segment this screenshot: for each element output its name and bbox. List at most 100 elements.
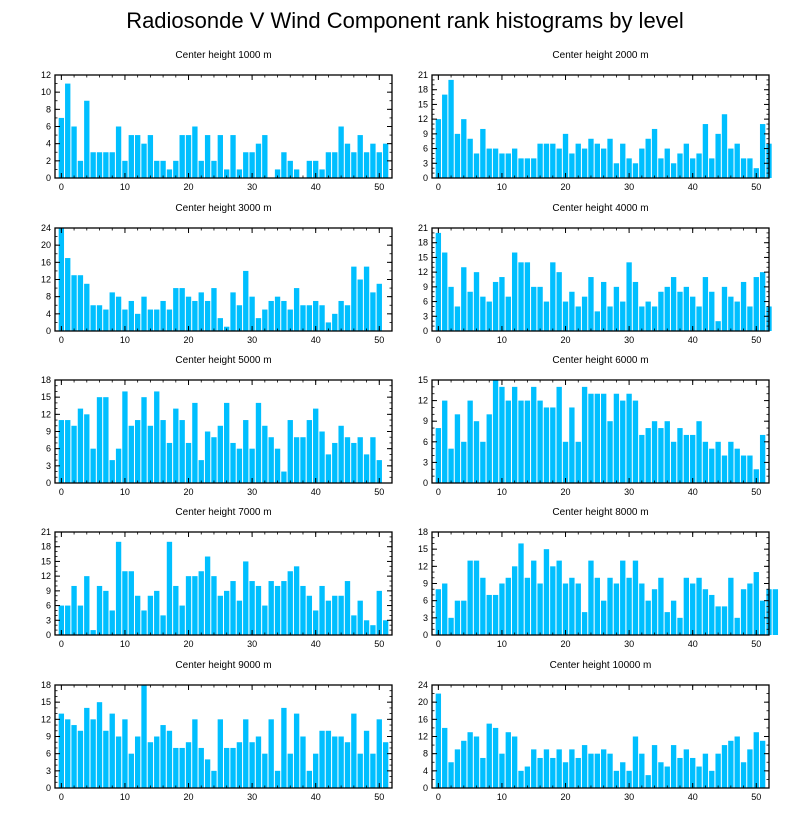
- y-tick-label: 18: [41, 542, 51, 552]
- panel-title: Center height 7000 m: [175, 507, 271, 518]
- bar: [575, 306, 581, 331]
- bar: [467, 400, 473, 483]
- bar: [281, 152, 287, 178]
- bar: [753, 277, 759, 331]
- bar: [664, 612, 670, 635]
- bar: [230, 135, 236, 178]
- bar: [715, 133, 721, 178]
- bar: [505, 732, 511, 788]
- bar: [442, 400, 448, 483]
- bar: [442, 252, 448, 331]
- bar: [537, 400, 543, 483]
- bar: [651, 128, 658, 178]
- bar: [77, 160, 84, 178]
- panel-title: Center height 1000 m: [175, 50, 271, 61]
- bar: [435, 119, 442, 178]
- bar: [84, 576, 90, 635]
- bar: [332, 595, 338, 635]
- bar: [620, 560, 626, 635]
- bar: [382, 620, 389, 635]
- x-tick-label: 40: [311, 792, 321, 802]
- bar: [300, 305, 306, 331]
- bar: [709, 158, 715, 178]
- bar: [632, 163, 639, 178]
- bar: [204, 431, 211, 483]
- bar: [543, 301, 550, 331]
- bar: [376, 152, 382, 178]
- bar: [84, 283, 90, 331]
- x-tick-label: 20: [561, 487, 571, 497]
- y-tick-label: 16: [41, 257, 51, 267]
- bar: [287, 309, 293, 331]
- bar: [115, 448, 122, 483]
- y-tick-label: 15: [41, 697, 51, 707]
- bar: [115, 296, 122, 331]
- bar: [690, 583, 696, 635]
- bar: [96, 585, 103, 635]
- bar: [601, 281, 607, 331]
- bar: [90, 152, 96, 178]
- bar: [709, 291, 715, 331]
- bar: [537, 286, 543, 331]
- y-tick-label: 6: [46, 122, 51, 132]
- bar: [537, 143, 543, 178]
- bar: [332, 442, 338, 483]
- bar: [71, 275, 77, 331]
- bar: [620, 143, 626, 178]
- bar: [537, 583, 543, 635]
- bar: [562, 133, 569, 178]
- y-tick-label: 3: [423, 613, 428, 623]
- bar: [473, 272, 480, 331]
- bar: [115, 736, 122, 788]
- bar: [448, 617, 454, 635]
- x-tick-label: 20: [561, 792, 571, 802]
- bar: [122, 309, 128, 331]
- bar: [550, 407, 556, 483]
- bar: [58, 605, 65, 635]
- bar: [122, 719, 128, 788]
- x-tick-label: 40: [688, 335, 698, 345]
- bar: [721, 745, 728, 788]
- y-tick-label: 9: [46, 732, 51, 742]
- bar: [58, 228, 65, 331]
- x-tick-label: 0: [59, 182, 64, 192]
- bar: [313, 610, 319, 635]
- bar: [370, 753, 376, 788]
- bar: [96, 397, 103, 483]
- bar: [370, 437, 376, 483]
- bar: [185, 576, 192, 635]
- bar: [505, 153, 511, 178]
- bar: [531, 158, 537, 178]
- bar: [376, 283, 382, 331]
- bar: [179, 420, 185, 483]
- bar: [344, 742, 351, 788]
- bar: [90, 448, 96, 483]
- x-tick-label: 20: [561, 639, 571, 649]
- x-tick-label: 10: [120, 487, 130, 497]
- bar: [709, 594, 715, 635]
- y-tick-label: 3: [46, 615, 51, 625]
- bar: [319, 585, 325, 635]
- bar: [543, 549, 550, 635]
- bar: [747, 455, 753, 483]
- bar: [531, 560, 537, 635]
- bar: [58, 420, 65, 483]
- bar: [511, 148, 518, 178]
- bar: [467, 138, 473, 178]
- bar: [217, 135, 223, 178]
- bar: [435, 232, 442, 331]
- bar: [442, 94, 448, 178]
- bar: [670, 600, 677, 635]
- bar: [313, 300, 319, 331]
- chart-main-title: Radiosonde V Wind Component rank histogr…: [126, 8, 684, 33]
- bar: [734, 736, 740, 788]
- bar: [249, 742, 255, 788]
- bar: [154, 590, 160, 635]
- panel-5: Center height 5000 m 0 3 6 9 12 15 18 0 10 20 30 40 5…: [41, 355, 393, 497]
- bar: [198, 460, 204, 483]
- bar: [690, 434, 696, 483]
- bar: [677, 291, 683, 331]
- bar: [442, 727, 448, 788]
- bar: [511, 252, 518, 331]
- y-tick-label: 3: [423, 158, 428, 168]
